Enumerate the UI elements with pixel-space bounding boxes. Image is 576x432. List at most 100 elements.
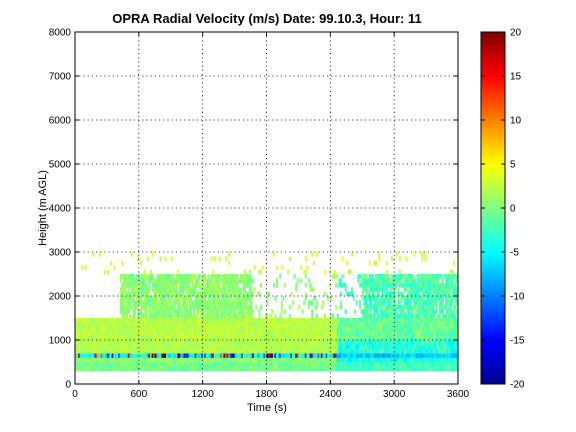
heatmap-cell — [338, 344, 341, 350]
heatmap-cell — [150, 318, 152, 323]
heatmap-cell — [280, 335, 283, 341]
heatmap-cell — [260, 348, 263, 354]
heatmap-cell — [223, 296, 226, 301]
heatmap-cell — [442, 287, 444, 292]
heatmap-cell — [357, 340, 360, 345]
heatmap-cell — [370, 304, 373, 310]
heatmap-cell — [408, 362, 411, 367]
heatmap-cell — [378, 313, 381, 319]
x-tick-label: 2400 — [319, 389, 342, 400]
heatmap-cell — [84, 357, 87, 363]
heatmap-cell — [197, 300, 200, 306]
heatmap-cell — [178, 326, 181, 332]
heatmap-cell — [145, 335, 148, 341]
heatmap-cell — [394, 326, 397, 332]
heatmap-cell — [97, 362, 100, 367]
heatmap-cell — [119, 291, 122, 297]
heatmap-cell — [75, 362, 77, 367]
heatmap-cell — [421, 331, 424, 336]
heatmap-cell — [323, 322, 326, 328]
heatmap-cell — [260, 282, 263, 288]
heatmap-cell — [78, 335, 81, 341]
heatmap-cell — [81, 344, 84, 350]
heatmap-cell — [126, 274, 128, 279]
heatmap-cell — [349, 344, 352, 350]
heatmap-cell — [189, 304, 192, 310]
heatmap-cell — [132, 335, 135, 341]
heatmap-cell — [414, 291, 417, 297]
heatmap-cell — [119, 348, 122, 354]
heatmap-cell — [285, 353, 288, 358]
heatmap-cell — [315, 318, 318, 323]
heatmap-cell — [271, 353, 274, 358]
heatmap-cell — [244, 322, 247, 328]
heatmap-cell — [424, 353, 427, 358]
heatmap-cell — [403, 287, 406, 292]
heatmap-cell — [194, 366, 197, 372]
heatmap-cell — [135, 278, 138, 284]
heatmap-cell — [414, 296, 417, 301]
heatmap-cell — [225, 300, 227, 306]
heatmap-cell — [167, 362, 170, 367]
heatmap-cell — [162, 326, 165, 332]
heatmap-cell — [445, 366, 448, 372]
heatmap-cell — [119, 304, 122, 310]
heatmap-cell — [156, 322, 159, 328]
heatmap-cell — [239, 322, 242, 328]
heatmap-cell — [100, 357, 103, 363]
heatmap-cell — [242, 304, 245, 310]
heatmap-cell — [157, 313, 160, 319]
heatmap-cell — [276, 344, 278, 350]
heatmap-cell — [113, 353, 116, 358]
heatmap-cell — [247, 322, 250, 328]
heatmap-cell — [421, 309, 424, 314]
heatmap-cell — [185, 340, 188, 345]
heatmap-cell — [95, 362, 98, 367]
heatmap-cell — [228, 344, 231, 350]
heatmap-cell — [352, 353, 355, 358]
heatmap-cell — [306, 340, 309, 345]
heatmap-cell — [213, 304, 216, 310]
heatmap-cell — [143, 340, 146, 345]
heatmap-cell — [285, 335, 288, 341]
heatmap-cell — [150, 278, 152, 284]
heatmap-cell — [314, 322, 317, 328]
heatmap-cell — [443, 344, 446, 350]
heatmap-cell — [239, 313, 242, 319]
heatmap-cell — [381, 287, 384, 292]
heatmap-cell — [263, 326, 266, 332]
heatmap-cell — [410, 357, 413, 363]
heatmap-cell — [213, 353, 216, 358]
heatmap-cell — [150, 344, 152, 350]
heatmap-cell — [311, 318, 314, 323]
heatmap-cell — [181, 313, 184, 319]
heatmap-cell — [411, 296, 414, 301]
heatmap-cell — [129, 366, 132, 372]
heatmap-cell — [414, 366, 417, 372]
heatmap-cell — [253, 322, 256, 328]
heatmap-cell — [218, 282, 221, 288]
heatmap-cell — [209, 313, 211, 319]
heatmap-cell — [450, 344, 452, 350]
heatmap-cell — [157, 287, 160, 292]
heatmap-cell — [240, 326, 243, 332]
heatmap-cell — [148, 291, 151, 297]
heatmap-cell — [269, 366, 272, 372]
heatmap-cell — [406, 300, 409, 306]
heatmap-cell — [450, 313, 452, 319]
heatmap-cell — [110, 348, 113, 354]
heatmap-cell — [368, 353, 371, 358]
heatmap-cell — [304, 335, 307, 341]
heatmap-cell — [306, 322, 309, 328]
heatmap-cell — [448, 348, 451, 354]
heatmap-cell — [293, 357, 296, 363]
heatmap-cell — [287, 344, 290, 350]
heatmap-cell — [108, 362, 111, 367]
heatmap-cells — [75, 252, 459, 372]
heatmap-cell — [367, 366, 369, 372]
heatmap-cell — [403, 282, 406, 288]
heatmap-cell — [188, 353, 191, 358]
heatmap-cell — [438, 296, 441, 301]
heatmap-cell — [398, 331, 401, 336]
